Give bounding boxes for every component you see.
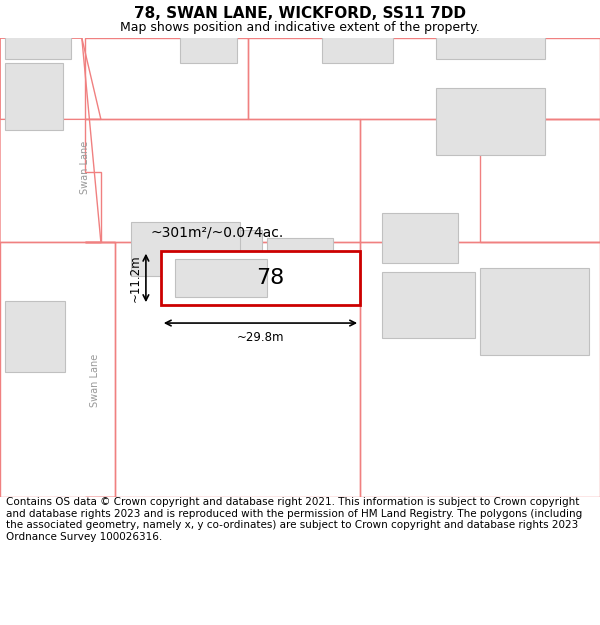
- Bar: [5, 13, 71, 59]
- Text: ~301m²/~0.074ac.: ~301m²/~0.074ac.: [151, 226, 284, 240]
- Text: ~29.8m: ~29.8m: [237, 331, 284, 344]
- Text: ~11.2m: ~11.2m: [129, 254, 142, 302]
- Bar: [180, 0, 237, 63]
- Text: Map shows position and indicative extent of the property.: Map shows position and indicative extent…: [120, 21, 480, 34]
- Bar: [382, 272, 475, 338]
- Bar: [175, 230, 262, 276]
- Bar: [161, 251, 360, 305]
- Bar: [436, 0, 545, 59]
- Bar: [322, 0, 393, 63]
- Bar: [5, 301, 65, 372]
- Polygon shape: [41, 38, 101, 242]
- Bar: [480, 268, 589, 355]
- Polygon shape: [60, 242, 115, 497]
- Text: 78, SWAN LANE, WICKFORD, SS11 7DD: 78, SWAN LANE, WICKFORD, SS11 7DD: [134, 6, 466, 21]
- Bar: [436, 88, 545, 155]
- Text: Swan Lane: Swan Lane: [80, 141, 89, 194]
- Bar: [0, 38, 10, 497]
- Text: 78: 78: [256, 268, 284, 288]
- Text: Contains OS data © Crown copyright and database right 2021. This information is : Contains OS data © Crown copyright and d…: [6, 497, 582, 542]
- Bar: [267, 238, 333, 284]
- Text: Swan Lane: Swan Lane: [91, 354, 100, 407]
- Bar: [5, 63, 63, 130]
- Bar: [175, 259, 267, 297]
- Bar: [382, 213, 458, 263]
- Bar: [131, 222, 240, 276]
